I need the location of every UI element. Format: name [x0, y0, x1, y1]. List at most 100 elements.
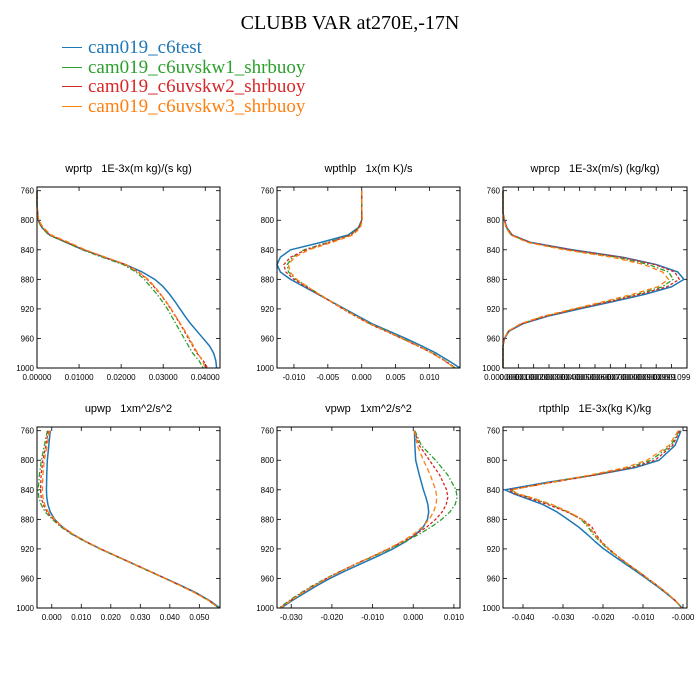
upwp-title: upwp 1xm^2/s^2 — [85, 403, 172, 415]
wprtp-y-tick-label: 920 — [21, 305, 35, 314]
wprcp-y-tick-label: 1000 — [482, 364, 500, 373]
legend-swatch-c6uvskw2 — [62, 86, 82, 88]
legend-label-c6uvskw1: cam019_c6uvskw1_shrbuoy — [88, 56, 306, 78]
wpthlp-series-3 — [283, 190, 456, 369]
wpthlp-x-tick-label: 0.000 — [352, 373, 373, 382]
upwp-x-tick-label: 0.020 — [101, 613, 122, 622]
wprtp-y-tick-label: 760 — [21, 187, 35, 196]
wprcp-y-tick-label: 760 — [487, 187, 501, 196]
wprtp-y-tick-label: 1000 — [16, 364, 34, 373]
vpwp-y-tick-label: 840 — [261, 486, 275, 495]
wpthlp-y-tick-label: 960 — [261, 334, 275, 343]
wpthlp-x-tick-label: 0.005 — [386, 373, 407, 382]
wpthlp-y-tick-label: 840 — [261, 246, 275, 255]
wprcp-x-tick-label: 0.0000400 — [545, 373, 583, 382]
wprcp-x-tick-label: 0.0000800 — [607, 373, 645, 382]
upwp-y-tick-label: 920 — [21, 545, 35, 554]
rtpthlp-y-tick-label: 1000 — [482, 604, 500, 613]
rtpthlp-series-4 — [511, 430, 683, 609]
wprtp-x-tick-label: 0.02000 — [107, 373, 136, 382]
wpthlp-y-tick-label: 920 — [261, 305, 275, 314]
legend-swatch-c6uvskw3 — [62, 105, 82, 107]
wprtp-frame — [36, 186, 221, 369]
wprcp-y-tick-label: 960 — [487, 334, 501, 343]
upwp-x-tick-label: 0.010 — [71, 613, 92, 622]
rtpthlp-title: rtpthlp 1E-3x(kg K)/kg — [539, 403, 652, 415]
wprcp-x-tick-label: 0.0000500 — [561, 373, 599, 382]
upwp-series-2 — [37, 430, 219, 609]
wprtp-series-4 — [36, 190, 206, 369]
wprcp-frame — [502, 186, 688, 369]
legend: cam019_c6test cam019_c6uvskw1_shrbuoy ca… — [62, 38, 305, 116]
vpwp-series-1 — [280, 430, 430, 609]
legend-label-c6uvskw2: cam019_c6uvskw2_shrbuoy — [88, 76, 306, 98]
wprtp-x-tick-label: 0.03000 — [149, 373, 178, 382]
wprcp-x-tick-label: 0.0000200 — [515, 373, 553, 382]
wprcp-x-tick-label: 0.0001099 — [653, 373, 691, 382]
rtpthlp-y-tick-label: 880 — [487, 515, 501, 524]
wpthlp-y-tick-label: 1000 — [256, 364, 274, 373]
upwp-x-tick-label: 0.030 — [130, 613, 151, 622]
rtpthlp-series-2 — [510, 430, 683, 609]
vpwp-series-2 — [278, 430, 458, 609]
vpwp-y-tick-label: 960 — [261, 574, 275, 583]
wprcp-x-tick-label: 0.0000999 — [637, 373, 675, 382]
wprcp-x-tick-label: 0.0000600 — [576, 373, 614, 382]
wprtp-y-tick-label: 800 — [21, 216, 35, 225]
wprcp-y-tick-label: 800 — [487, 216, 501, 225]
legend-label-c6uvskw3: cam019_c6uvskw3_shrbuoy — [88, 95, 306, 117]
wprcp-x-tick-label: 0.0000100 — [499, 373, 537, 382]
vpwp-x-tick-label: -0.010 — [361, 613, 384, 622]
wprcp-y-tick-label: 880 — [487, 275, 501, 284]
wprtp-y-tick-label: 880 — [21, 275, 35, 284]
wpthlp-series-4 — [287, 190, 455, 369]
wprcp-series-1 — [502, 190, 685, 368]
wprcp-series-3 — [502, 190, 680, 368]
rtpthlp-y-tick-label: 840 — [487, 486, 501, 495]
vpwp-y-tick-label: 800 — [261, 456, 275, 465]
rtpthlp-y-tick-label: 800 — [487, 456, 501, 465]
wprcp-title: wprcp 1E-3x(m/s) (kg/kg) — [530, 163, 660, 175]
wpthlp-x-tick-label: 0.010 — [419, 373, 440, 382]
wpthlp-y-tick-label: 760 — [261, 187, 275, 196]
wprcp-x-tick-label: 0.0000300 — [530, 373, 568, 382]
figure-title: CLUBB VAR at270E,-17N — [240, 12, 460, 34]
upwp-series-4 — [41, 430, 220, 609]
upwp-y-tick-label: 960 — [21, 574, 35, 583]
legend-item-c6test: cam019_c6test — [62, 38, 305, 58]
upwp-series-1 — [45, 430, 221, 609]
upwp-y-tick-label: 760 — [21, 427, 35, 436]
rtpthlp-frame — [502, 426, 688, 609]
wprtp-x-tick-label: 0.00000 — [23, 373, 52, 382]
wpthlp-frame — [276, 186, 461, 369]
rtpthlp-x-tick-label: -0.020 — [592, 613, 615, 622]
vpwp-y-tick-label: 760 — [261, 427, 275, 436]
wprtp-y-tick-label: 960 — [21, 334, 35, 343]
rtpthlp-x-tick-label: -0.010 — [632, 613, 655, 622]
wpthlp-x-tick-label: -0.005 — [316, 373, 339, 382]
upwp-y-tick-label: 1000 — [16, 604, 34, 613]
wprcp-series-2 — [502, 190, 674, 368]
wprcp-x-tick-label: 0.0000700 — [591, 373, 629, 382]
vpwp-series-3 — [279, 430, 449, 609]
upwp-x-tick-label: 0.040 — [160, 613, 181, 622]
wprcp-x-tick-label: 0.0000900 — [622, 373, 660, 382]
vpwp-x-tick-label: 0.010 — [444, 613, 465, 622]
upwp-x-tick-label: 0.000 — [42, 613, 63, 622]
wprcp-y-tick-label: 840 — [487, 246, 501, 255]
legend-item-c6uvskw1: cam019_c6uvskw1_shrbuoy — [62, 58, 305, 78]
vpwp-y-tick-label: 920 — [261, 545, 275, 554]
upwp-frame — [36, 426, 221, 609]
vpwp-y-tick-label: 880 — [261, 515, 275, 524]
vpwp-x-tick-label: 0.000 — [403, 613, 424, 622]
wpthlp-title: wpthlp 1x(m K)/s — [323, 163, 413, 175]
rtpthlp-x-tick-label: -0.040 — [512, 613, 535, 622]
rtpthlp-series-3 — [508, 430, 683, 609]
rtpthlp-y-tick-label: 960 — [487, 574, 501, 583]
rtpthlp-y-tick-label: 920 — [487, 545, 501, 554]
wpthlp-y-tick-label: 800 — [261, 216, 275, 225]
upwp-x-tick-label: 0.050 — [189, 613, 210, 622]
wprtp-series-2 — [36, 190, 204, 369]
wprcp-x-tick-label: 0.0000000 — [484, 373, 522, 382]
